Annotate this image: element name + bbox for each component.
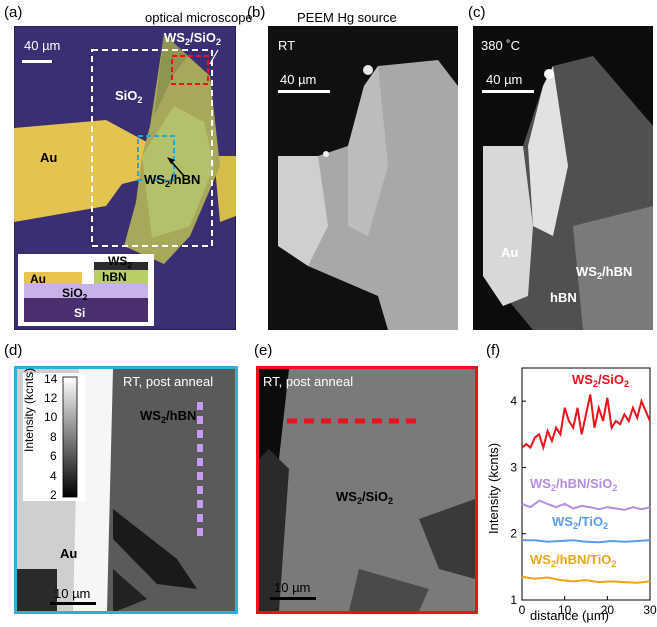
chart-ylabel: Intensity (kcnts) bbox=[486, 442, 501, 534]
label-ws2-sio2-e: WS2/SiO2 bbox=[336, 489, 394, 506]
panel-e-caption: RT, post anneal bbox=[263, 374, 354, 389]
peem-380c-image bbox=[473, 26, 653, 330]
panel-d-scalebar-label: 10 µm bbox=[54, 586, 91, 601]
colorbar-tick: 2 bbox=[50, 488, 57, 502]
label-ws2-sio2-a: WS2/SiO2 bbox=[164, 30, 222, 47]
panel-a-scalebar bbox=[22, 60, 52, 63]
panel-c-scalebar bbox=[482, 90, 534, 93]
label-au-a: Au bbox=[40, 150, 58, 165]
panel-c-scalebar-label: 40 µm bbox=[486, 72, 523, 87]
panel-b-caption: PEEM Hg source bbox=[297, 10, 397, 25]
inset-hbn-label: hBN bbox=[102, 270, 127, 284]
inset-ws2-label: WS2 bbox=[108, 254, 133, 270]
colorbar-tick: 8 bbox=[50, 430, 57, 444]
legend-ws2-sio2: WS2/SiO2 bbox=[572, 372, 630, 389]
optical-microscope-image bbox=[14, 26, 236, 330]
series-line bbox=[522, 539, 651, 544]
colorbar-tick: 4 bbox=[50, 469, 57, 483]
panel-e-scalebar bbox=[270, 597, 316, 600]
label-au-d: Au bbox=[60, 546, 78, 561]
x-tick-label: 30 bbox=[643, 603, 657, 617]
label-ws2-hbn-d: WS2/hBN bbox=[140, 408, 197, 425]
label-hbn-c: hBN bbox=[550, 290, 577, 305]
line-profile-chart: 1 2 3 4 0 10 20 30 bbox=[510, 367, 657, 617]
peem-rt-image bbox=[268, 26, 458, 330]
panel-f-label: (f) bbox=[486, 342, 501, 359]
label-sio2-a: SiO2 bbox=[115, 88, 143, 105]
x-tick-label: 20 bbox=[601, 603, 615, 617]
colorbar-tick: 14 bbox=[44, 372, 58, 386]
panel-b-temp: RT bbox=[278, 38, 296, 53]
colorbar-tick: 12 bbox=[44, 391, 58, 405]
label-ws2-hbn-a: WS2/hBN bbox=[144, 172, 201, 189]
panel-a-scalebar-label: 40 µm bbox=[24, 38, 61, 53]
plot-frame bbox=[521, 367, 651, 601]
inset-si-label: Si bbox=[74, 306, 86, 320]
series-line bbox=[521, 575, 651, 584]
panel-d-label: (d) bbox=[4, 342, 23, 359]
legend-ws2-hbn-sio2: WS2/hBN/SiO2 bbox=[530, 476, 618, 493]
panel-e-label: (e) bbox=[254, 342, 273, 359]
colorbar-tick: 6 bbox=[50, 449, 57, 463]
colorbar-title: Intensity (kcnts) bbox=[22, 367, 36, 452]
x-tick-label: 10 bbox=[558, 603, 572, 617]
y-tick-label: 2 bbox=[510, 527, 517, 541]
series-line bbox=[521, 499, 651, 511]
panel-c-temp: 380 ˚C bbox=[481, 38, 521, 53]
colorbar-tick: 10 bbox=[44, 410, 58, 424]
legend-ws2-tio2: WS2/TiO2 bbox=[552, 514, 609, 531]
x-tick-label: 0 bbox=[519, 603, 526, 617]
inset-au-label: Au bbox=[30, 272, 46, 286]
series-line bbox=[521, 394, 651, 452]
panel-a-caption: optical microscope bbox=[145, 10, 253, 25]
peem-post-anneal-sio2-image bbox=[259, 369, 475, 611]
panel-d-frame bbox=[14, 366, 238, 614]
panel-b-scalebar bbox=[278, 90, 330, 93]
y-tick-label: 4 bbox=[510, 394, 517, 408]
inset-sio2-label: SiO2 bbox=[62, 286, 88, 302]
chart-xlabel: distance (µm) bbox=[530, 608, 610, 623]
line-profile-marker-e bbox=[287, 418, 419, 424]
panel-a-label: (a) bbox=[4, 4, 23, 21]
line-profile-marker-d bbox=[197, 402, 203, 536]
panel-c-label: (c) bbox=[468, 4, 486, 21]
panel-d-scalebar bbox=[50, 602, 96, 605]
panel-e-scalebar-label: 10 µm bbox=[274, 580, 311, 595]
label-ws2-hbn-c: WS2/hBN bbox=[576, 264, 633, 281]
y-tick-label: 1 bbox=[510, 593, 517, 607]
panel-b-scalebar-label: 40 µm bbox=[280, 72, 317, 87]
panel-b-label: (b) bbox=[247, 4, 266, 21]
label-au-c: Au bbox=[501, 245, 519, 260]
panel-e-frame bbox=[256, 366, 478, 614]
y-tick-label: 3 bbox=[510, 460, 517, 474]
panel-d-caption: RT, post anneal bbox=[123, 374, 214, 389]
legend-ws2-hbn-tio2: WS2/hBN/TiO2 bbox=[530, 552, 617, 569]
